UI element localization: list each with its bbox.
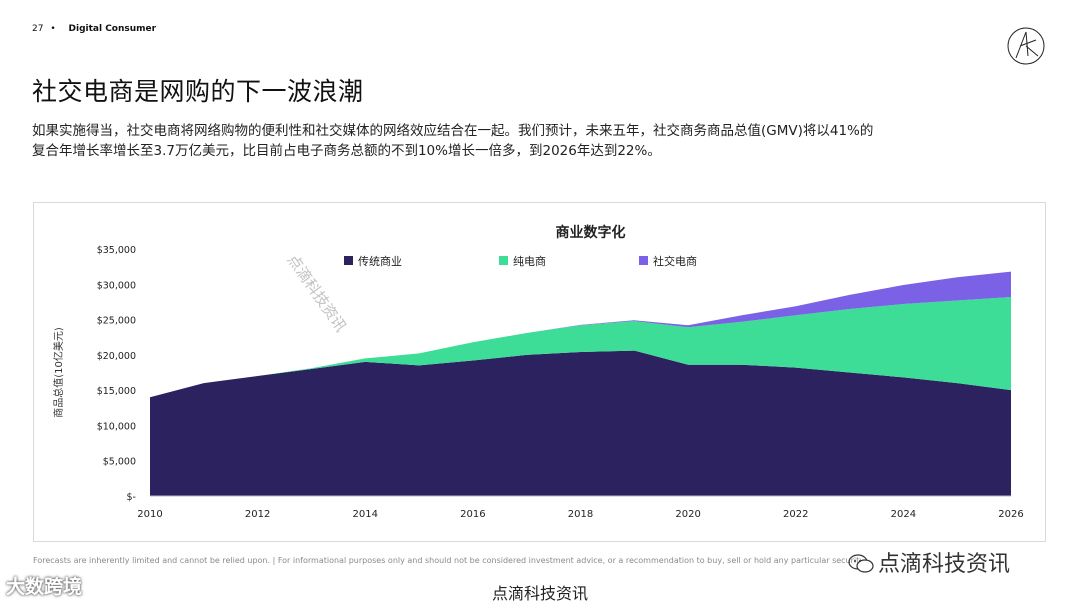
wechat-watermark: 点滴科技资讯: [848, 546, 1010, 578]
x-tick-label: 2024: [891, 509, 916, 520]
y-axis-label: 商品总值(10亿美元): [52, 327, 65, 418]
body-paragraph: 如果实施得当，社交电商将网络购物的便利性和社交媒体的网络效应结合在一起。我们预计…: [32, 121, 1032, 161]
page-number: 27: [32, 24, 44, 34]
y-tick-label: $15,000: [97, 386, 136, 397]
y-tick-label: $20,000: [97, 351, 136, 362]
header-bullet: •: [50, 24, 56, 34]
legend-label: 社交电商: [653, 254, 697, 268]
y-tick-label: $25,000: [97, 316, 136, 327]
x-tick-label: 2010: [137, 509, 162, 520]
body-line-2: 复合年增长率增长至3.7万亿美元，比目前占电子商务总额的不到10%增长一倍多，到…: [32, 143, 661, 159]
legend-label: 传统商业: [358, 254, 402, 268]
legend-label: 纯电商: [513, 254, 546, 268]
x-tick-label: 2020: [675, 509, 700, 520]
x-tick-label: 2026: [998, 509, 1023, 520]
x-tick-label: 2018: [568, 509, 593, 520]
series-area-1: [150, 350, 1011, 496]
footnote: Forecasts are inherently limited and can…: [33, 556, 863, 565]
legend-swatch: [344, 256, 353, 265]
y-tick-label: $30,000: [97, 280, 136, 291]
wechat-icon: [848, 554, 874, 573]
wechat-watermark-text: 点滴科技资讯: [878, 552, 1011, 577]
bottom-left-watermark: 大数跨境: [6, 576, 83, 598]
legend-swatch: [499, 256, 508, 265]
page-header: 27 • Digital Consumer: [32, 24, 156, 34]
page-title: 社交电商是网购的下一波浪潮: [32, 77, 364, 106]
body-line-1: 如果实施得当，社交电商将网络购物的便利性和社交媒体的网络效应结合在一起。我们预计…: [32, 123, 874, 139]
y-tick-label: $10,000: [97, 421, 136, 432]
legend-swatch: [639, 256, 648, 265]
x-tick-label: 2014: [353, 509, 378, 520]
brand-label: Digital Consumer: [68, 24, 157, 34]
y-tick-label: $-: [127, 492, 136, 503]
series-area-3: [150, 271, 1011, 398]
chart-title: 商业数字化: [556, 224, 626, 241]
chart-frame: 商业数字化商品总值(10亿美元) $- $5,000 $10,000 $15,000 $2…: [33, 202, 1046, 542]
x-tick-label: 2022: [783, 509, 808, 520]
bottom-center-watermark: 点滴科技资讯: [491, 584, 588, 603]
brand-logo-icon: [1007, 27, 1045, 65]
series-area-2: [150, 297, 1011, 398]
y-tick-label: $5,000: [103, 457, 136, 468]
x-tick-label: 2012: [245, 509, 270, 520]
x-tick-label: 2016: [460, 509, 485, 520]
y-tick-label: $35,000: [97, 245, 136, 256]
